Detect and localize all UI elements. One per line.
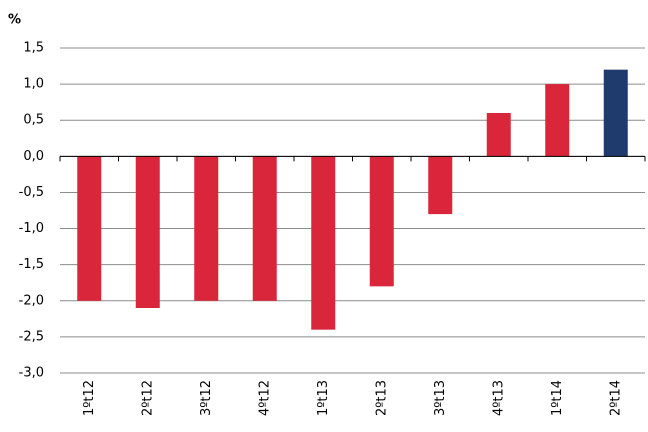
y-tick-label: 1,0 [23,77,44,92]
y-tick-label: -2,0 [19,293,44,308]
y-tick-label: -0,5 [19,185,44,200]
bar [545,84,570,157]
x-tick-label: 2ºt13 [374,380,389,416]
bar [194,156,219,301]
y-tick-label: -2,5 [19,329,44,344]
bar [369,156,394,287]
y-tick-label: -1,5 [19,257,44,272]
bar [77,156,102,301]
y-tick-label: -1,0 [19,221,44,236]
y-tick-label: 0,5 [23,113,44,128]
bar [603,69,628,157]
x-tick-label: 1ºt14 [550,380,565,416]
x-tick-label: 1ºt13 [316,380,331,416]
x-tick-label: 1ºt12 [82,380,97,416]
y-tick-label: 0,0 [23,149,44,164]
x-tick-label: 2ºt12 [140,380,155,416]
bar [135,156,160,308]
y-tick-label: -3,0 [19,366,44,381]
bar [428,156,453,215]
bar [311,156,336,330]
x-tick-label: 3ºt12 [199,380,214,416]
x-tick-label: 3ºt13 [433,380,448,416]
y-axis-label: % [8,13,21,28]
x-tick-label: 4ºt12 [257,380,272,416]
x-tick-label: 2ºt14 [608,380,623,416]
x-tick-label: 4ºt13 [491,380,506,416]
bar [252,156,277,301]
bar [486,113,511,157]
y-tick-label: 1,5 [23,41,44,56]
